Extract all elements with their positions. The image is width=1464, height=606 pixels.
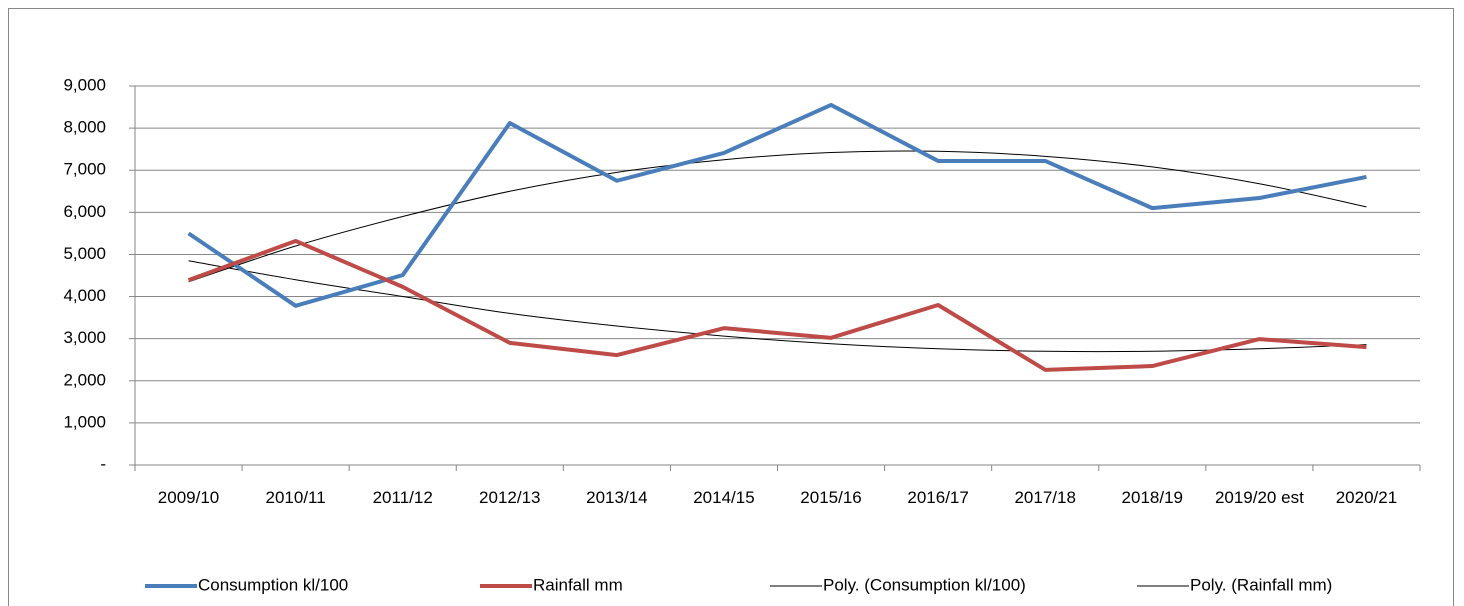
x-tick-label: 2016/17 bbox=[907, 488, 969, 507]
y-tick-label: 9,000 bbox=[63, 75, 106, 94]
series-line bbox=[188, 150, 1367, 283]
legend-label: Consumption kl/100 bbox=[198, 575, 348, 594]
y-tick-label: 7,000 bbox=[63, 160, 106, 179]
y-tick-label: 1,000 bbox=[63, 412, 106, 431]
x-tick-label: 2019/20 est bbox=[1214, 488, 1304, 507]
y-tick-label: 4,000 bbox=[63, 286, 106, 305]
y-tick-label: 5,000 bbox=[63, 244, 106, 263]
x-tick-label: 2014/15 bbox=[693, 488, 755, 507]
y-tick-label: 3,000 bbox=[63, 328, 106, 347]
legend-label: Poly. (Rainfall mm) bbox=[1190, 575, 1332, 594]
x-tick-label: 2017/18 bbox=[1014, 488, 1076, 507]
series-line bbox=[188, 260, 1367, 353]
y-tick-label: - bbox=[100, 454, 106, 473]
legend-label: Rainfall mm bbox=[533, 575, 623, 594]
y-tick-label: 8,000 bbox=[63, 118, 106, 137]
series-line bbox=[187, 238, 1367, 372]
x-tick-label: 2015/16 bbox=[800, 488, 862, 507]
x-tick-label: 2010/11 bbox=[265, 488, 326, 507]
x-tick-label: 2018/19 bbox=[1121, 488, 1183, 507]
x-tick-label: 2011/12 bbox=[372, 488, 433, 507]
x-tick-label: 2020/21 bbox=[1335, 488, 1398, 507]
series-line bbox=[187, 102, 1367, 308]
x-tick-label: 2013/14 bbox=[586, 488, 648, 507]
x-tick-label: 2009/10 bbox=[157, 488, 220, 507]
y-tick-label: 6,000 bbox=[63, 202, 106, 221]
chart-frame bbox=[8, 8, 1454, 606]
y-tick-label: 2,000 bbox=[63, 370, 106, 389]
x-tick-label: 2012/13 bbox=[479, 488, 541, 507]
legend-label: Poly. (Consumption kl/100) bbox=[823, 575, 1026, 594]
